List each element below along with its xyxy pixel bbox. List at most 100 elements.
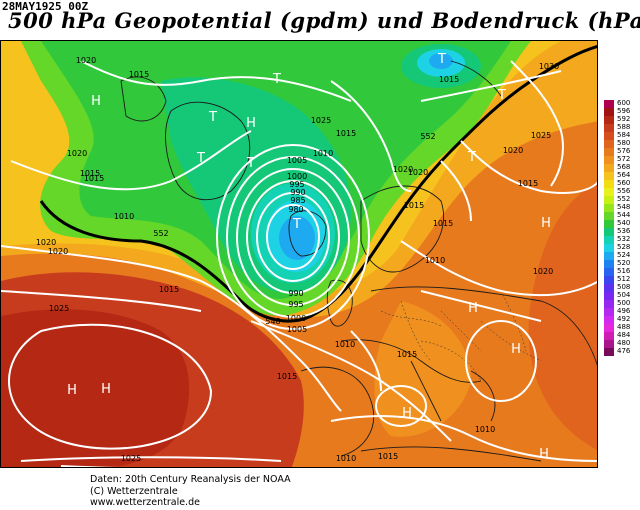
legend-value: 512 <box>617 275 631 283</box>
isobar-label: 1005 <box>287 156 307 165</box>
isobar-label: 1000 <box>286 314 306 323</box>
legend-row: 592 <box>604 115 640 124</box>
isobar-label: 1010 <box>425 256 445 265</box>
legend-row: 532 <box>604 235 640 244</box>
legend-value: 536 <box>617 227 631 235</box>
isobar-label: 1020 <box>67 149 87 158</box>
europe-coast <box>340 339 482 383</box>
legend-value: 524 <box>617 251 631 259</box>
map-date: 28MAY1925 00Z <box>2 0 89 13</box>
isobar-label: 1020 <box>393 165 413 174</box>
isobar-label: 990 <box>288 289 303 298</box>
legend-value: 540 <box>617 219 631 227</box>
isobar-label: 995 <box>289 180 304 189</box>
isobar-label: 1020 <box>503 146 523 155</box>
legend-value: 496 <box>617 307 631 315</box>
legend-swatch <box>604 148 614 156</box>
legend-value: 488 <box>617 323 631 331</box>
geopotential-label: 548 <box>265 317 280 326</box>
legend-row: 496 <box>604 307 640 316</box>
legend-swatch <box>604 276 614 284</box>
legend-value: 592 <box>617 115 631 123</box>
legend-value: 544 <box>617 211 631 219</box>
legend-value: 584 <box>617 131 631 139</box>
isobar-label: 1020 <box>408 168 428 177</box>
pressure-center-label: H <box>511 342 521 357</box>
legend-row: 524 <box>604 251 640 260</box>
isobar-label: 1020 <box>533 267 553 276</box>
isobar-label: 1010 <box>313 149 333 158</box>
legend-swatch <box>604 332 614 340</box>
legend-value: 572 <box>617 155 631 163</box>
legend-row: 508 <box>604 283 640 292</box>
legend-row: 584 <box>604 131 640 140</box>
legend-swatch <box>604 140 614 148</box>
legend-row: 596 <box>604 107 640 116</box>
balkans-outline <box>470 370 496 422</box>
legend-swatch <box>604 124 614 132</box>
legend-swatch <box>604 300 614 308</box>
legend-row: 500 <box>604 299 640 308</box>
legend-swatch <box>604 172 614 180</box>
legend-value: 596 <box>617 107 631 115</box>
legend-swatch <box>604 196 614 204</box>
isobar-label: 1010 <box>335 340 355 349</box>
isobar-labels: 1020 1015 1030 1015 1025 1020 1015 1010 1020 1015… <box>36 56 559 463</box>
legend-row: 568 <box>604 163 640 172</box>
map-footer: Daten: 20th Century Reanalysis der NOAA … <box>90 474 291 509</box>
isobar-label: 1010 <box>475 425 495 434</box>
legend-row: 548 <box>604 203 640 212</box>
geopotential-552-contour <box>39 45 597 323</box>
legend-swatch <box>604 204 614 212</box>
low-center-core <box>279 216 315 260</box>
isobar-label: 1015 <box>439 75 459 84</box>
legend-row: 572 <box>604 155 640 164</box>
footer-copyright: (C) Wetterzentrale <box>90 485 178 497</box>
legend-value: 588 <box>617 123 631 131</box>
legend-value: 480 <box>617 339 631 347</box>
isobar-label: 1020 <box>36 238 56 247</box>
legend-value: 476 <box>617 347 631 355</box>
weather-map: 552 548 552 1020 1015 1030 1015 1025 1020 1015 10… <box>0 40 598 468</box>
isobar-label: 1015 <box>404 201 424 210</box>
legend-value: 492 <box>617 315 631 323</box>
legend-swatch <box>604 348 614 356</box>
legend-value: 484 <box>617 331 631 339</box>
legend-row: 564 <box>604 171 640 180</box>
pressure-center-label: T <box>437 52 446 67</box>
iceland-outline <box>288 210 327 257</box>
legend-row: 528 <box>604 243 640 252</box>
isobar-label: 1025 <box>311 116 331 125</box>
legend-value: 600 <box>617 99 631 107</box>
legend-row: 556 <box>604 187 640 196</box>
legend-row: 576 <box>604 147 640 156</box>
legend-swatch <box>604 260 614 268</box>
pressure-center-label: T <box>467 150 476 165</box>
isobar-label: 1010 <box>336 454 356 463</box>
isobar-label: 985 <box>290 196 305 205</box>
legend-row: 544 <box>604 211 640 220</box>
legend-value: 560 <box>617 179 631 187</box>
legend-row: 480 <box>604 339 640 348</box>
legend-value: 576 <box>617 147 631 155</box>
legend-value: 552 <box>617 195 631 203</box>
legend-swatch <box>604 212 614 220</box>
footer-data-source: Daten: 20th Century Reanalysis der NOAA <box>90 474 291 485</box>
isobar-label: 995 <box>288 300 303 309</box>
legend-swatch <box>604 132 614 140</box>
pressure-center-label: T <box>292 217 301 232</box>
legend-row: 488 <box>604 323 640 332</box>
legend-row: 492 <box>604 315 640 324</box>
legend-value: 568 <box>617 163 631 171</box>
legend-value: 556 <box>617 187 631 195</box>
legend-row: 476 <box>604 347 640 356</box>
pressure-center-label: T <box>208 110 217 125</box>
isobar-label: 1015 <box>397 350 417 359</box>
geopotential-label: 552 <box>420 132 435 141</box>
isobar-label: 1015 <box>277 372 297 381</box>
legend-row: 504 <box>604 291 640 300</box>
country-borders <box>380 290 542 382</box>
footer-url: www.wetterzentrale.de <box>90 497 200 508</box>
legend-swatch <box>604 100 614 108</box>
isobar-label: 1015 <box>80 169 100 178</box>
